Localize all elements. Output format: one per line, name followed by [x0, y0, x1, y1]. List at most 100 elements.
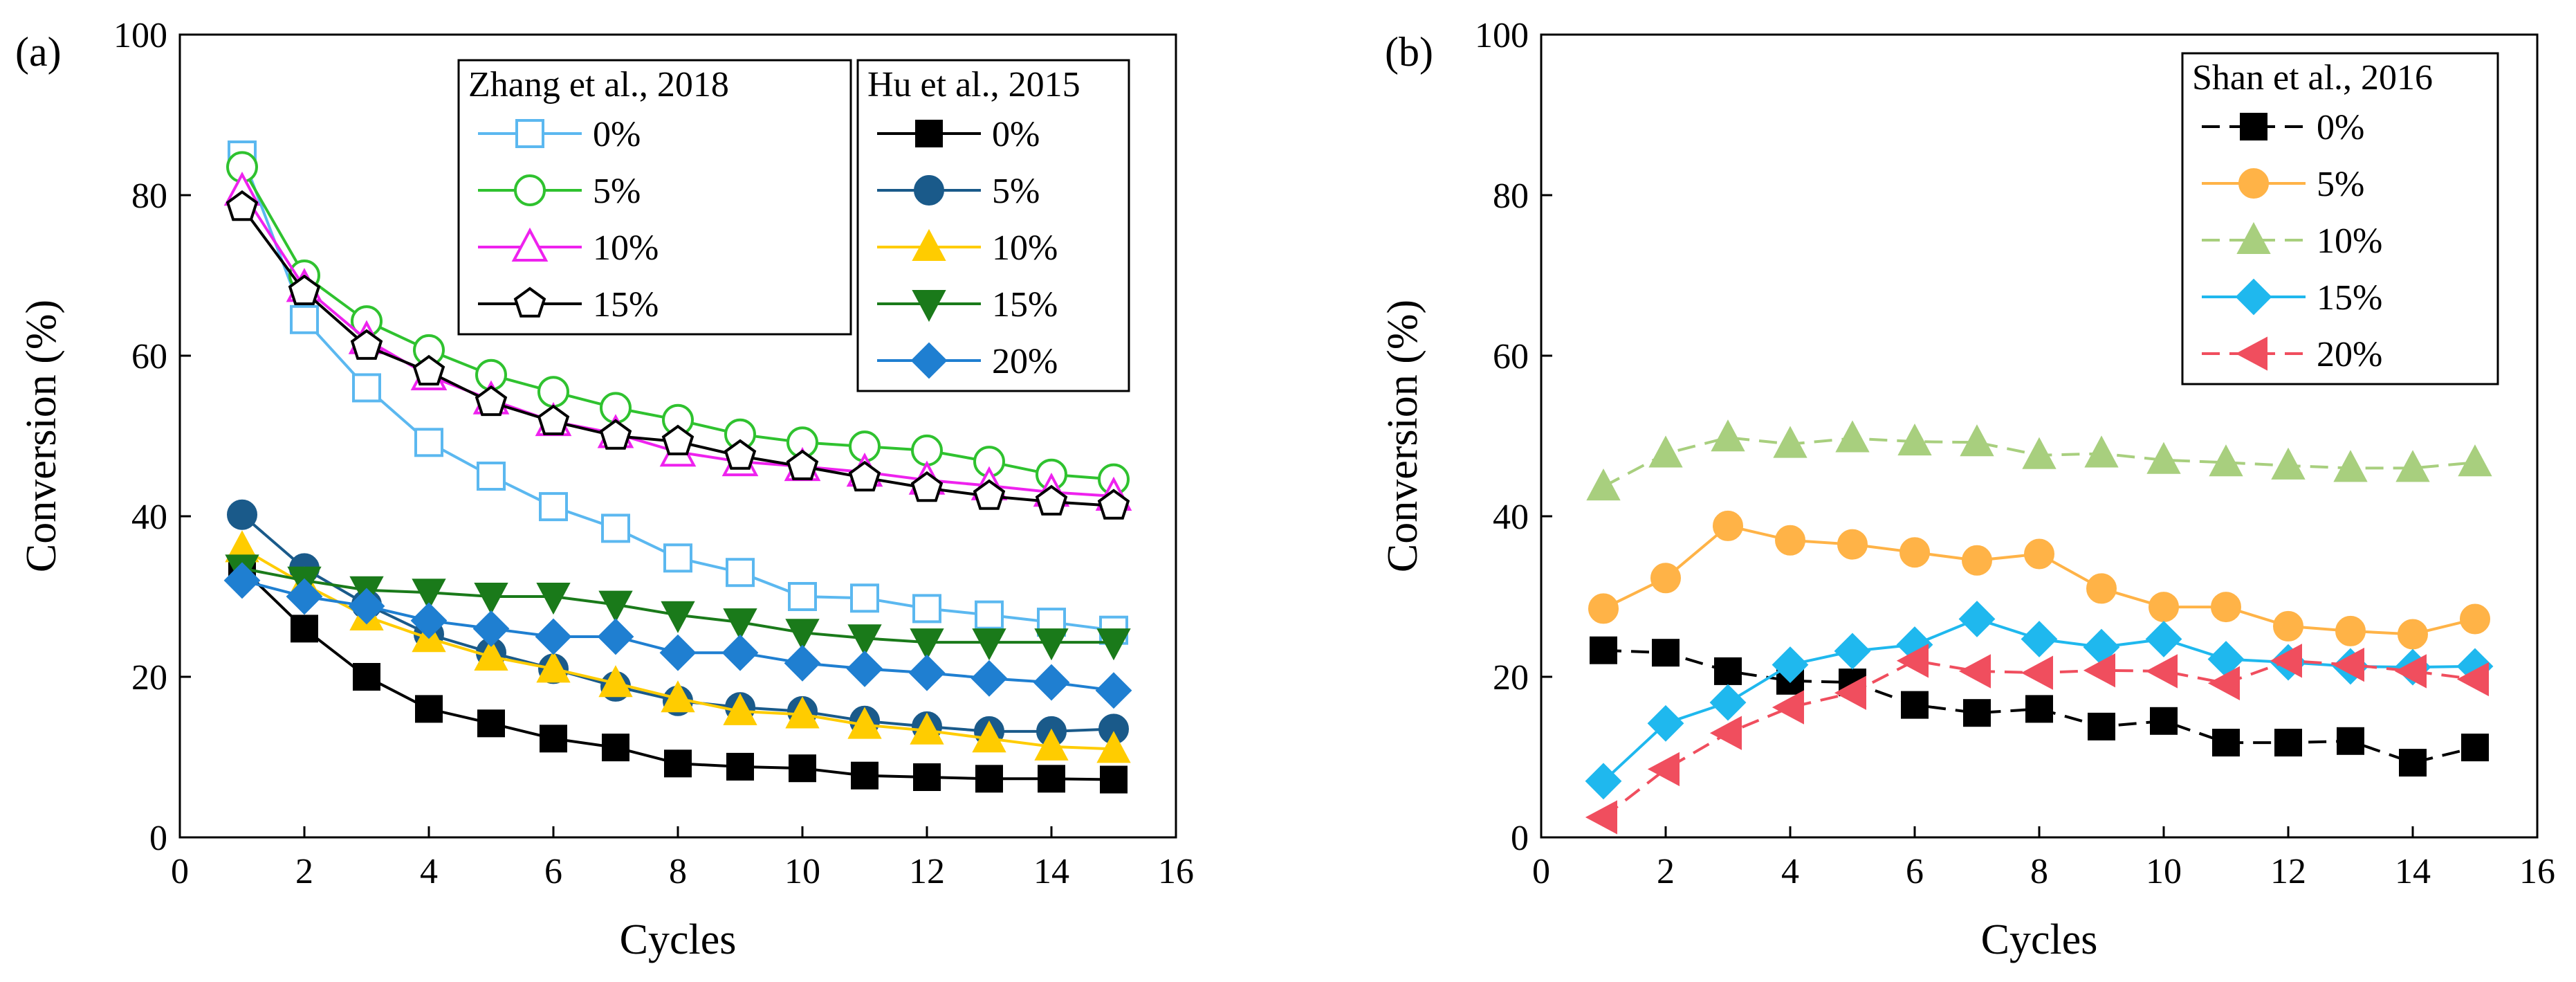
- panel-a-data-point-hu-et-al-2015-20: [784, 644, 821, 682]
- panel-b-data-point-shan-et-al-2016-5: [2211, 592, 2241, 623]
- panel-a-data-point-zhang-et-al-2018-0: [352, 373, 381, 403]
- panel-a-data-point-hu-et-al-2015-20: [721, 634, 759, 671]
- panel-b-y-tick-label: 60: [1493, 337, 1529, 376]
- panel-a-legend-label-10: 10%: [593, 228, 659, 268]
- panel-a-data-point-hu-et-al-2015-15: [723, 608, 757, 641]
- panel-b-data-point-shan-et-al-2016-5: [2086, 573, 2117, 604]
- panel-a-data-point-hu-et-al-2015-15: [847, 624, 882, 657]
- panel-a-data-point-zhang-et-al-2018-15: [724, 439, 757, 470]
- panel-b-data-point-shan-et-al-2016-10: [1586, 468, 1621, 501]
- panel-a-legend-swatch-marker: [514, 174, 546, 206]
- panel-b-data-point-shan-et-al-2016-15: [1585, 763, 1622, 800]
- panel-a-legend-swatch-marker: [910, 342, 948, 379]
- panel-b: (b) 0 2 4 6 8 10 12 14 16 0 20 40 60 80 100 Cycles Con…: [1379, 16, 2555, 963]
- panel-b-y-tick-label: 80: [1493, 176, 1529, 216]
- panel-a-data-point-hu-et-al-2015-20: [908, 654, 946, 691]
- panel-b-legend-swatch-marker: [2236, 221, 2271, 254]
- panel-a-legend-label-0: 0%: [593, 115, 641, 154]
- panel-a-x-tick-label: 6: [544, 852, 562, 891]
- panel-a-data-point-hu-et-al-2015-20: [410, 602, 448, 639]
- panel-a-data-point-hu-et-al-2015-10: [910, 712, 944, 745]
- panel-b-data-point-shan-et-al-2016-20: [1709, 716, 1742, 750]
- panel-b-data-point-shan-et-al-2016-5: [1713, 510, 1743, 541]
- panel-a-data-point-hu-et-al-2015-10: [474, 638, 508, 671]
- panel-b-legend-label-5: 5%: [2317, 165, 2364, 204]
- panel-a-data-point-hu-et-al-2015-20: [286, 578, 323, 615]
- panel-a-data-point-hu-et-al-2015-10: [723, 693, 757, 725]
- panel-b-data-point-shan-et-al-2016-10: [1711, 419, 1745, 452]
- panel-a-label: (a): [15, 29, 62, 75]
- panel-a-y-tick-label: 80: [131, 176, 167, 216]
- panel-b-label: (b): [1385, 29, 1433, 75]
- panel-a-data-point-zhang-et-al-2018-0: [414, 428, 443, 457]
- panel-a-data-point-hu-et-al-2015-10: [1096, 731, 1131, 763]
- panel-b-legend-swatch-marker: [2235, 278, 2272, 316]
- panel-b-legend-label-20: 20%: [2317, 335, 2382, 374]
- panel-b-data-point-shan-et-al-2016-5: [2398, 619, 2428, 650]
- panel-b-data-point-shan-et-al-2016-0: [1652, 639, 1680, 667]
- panel-a-data-point-hu-et-al-2015-15: [785, 619, 820, 651]
- panel-b-legends: Shan et al., 2016 0% 5% 10% 15% 20%: [2181, 52, 2499, 385]
- panel-a-x-tick-label: 2: [295, 852, 313, 891]
- panel-a-legend-label-15: 15%: [992, 285, 1058, 325]
- panel-b-data-point-shan-et-al-2016-10: [2209, 444, 2243, 477]
- panel-a-x-tick-label: 10: [784, 852, 820, 891]
- panel-a-legend-swatch-marker: [515, 119, 544, 148]
- panel-b-data-point-shan-et-al-2016-0: [2150, 707, 2178, 735]
- panel-a-data-point-hu-et-al-2015-20: [535, 618, 572, 655]
- panel-a-data-point-hu-et-al-2015-0: [726, 752, 754, 781]
- panel-b-y-axis-title: Conversion (%): [1379, 300, 1426, 572]
- panel-b-data-point-shan-et-al-2016-20: [1585, 800, 1617, 835]
- panel-a-legend-label-5: 5%: [593, 172, 641, 211]
- panel-a-x-tick-label: 4: [420, 852, 438, 891]
- panel-a-legend-swatch-marker: [511, 227, 549, 262]
- panel-a-x-tick-label: 14: [1033, 852, 1069, 891]
- panel-a-y-axis-title: Conversion (%): [18, 300, 65, 572]
- panel-b-data-point-shan-et-al-2016-15: [1772, 646, 1809, 684]
- panel-b-data-point-shan-et-al-2016-15: [1834, 633, 1871, 670]
- panel-a-data-point-hu-et-al-2015-20: [1095, 672, 1132, 709]
- panel-a-data-point-hu-et-al-2015-20: [223, 562, 261, 599]
- panel-b-data-point-shan-et-al-2016-20: [2145, 654, 2178, 689]
- panel-b-data-point-shan-et-al-2016-10: [2084, 435, 2119, 468]
- panel-a-x-axis-title: Cycles: [620, 916, 737, 963]
- panel-a-y-tick-label: 60: [131, 337, 167, 376]
- panel-b-data-point-shan-et-al-2016-10: [2333, 450, 2368, 482]
- panel-a-data-point-hu-et-al-2015-20: [472, 610, 510, 647]
- panel-b-y-tick-label: 40: [1493, 498, 1529, 537]
- panel-a-data-point-zhang-et-al-2018-15: [412, 354, 445, 386]
- panel-b-data-point-shan-et-al-2016-20: [2270, 644, 2302, 678]
- panel-a-data-point-zhang-et-al-2018-15: [910, 471, 944, 502]
- panel-b-x-tick-label: 10: [2146, 852, 2182, 891]
- panel-a-data-point-hu-et-al-2015-10: [1034, 728, 1069, 761]
- panel-a-data-point-hu-et-al-2015-15: [1034, 628, 1069, 661]
- panel-b-data-point-shan-et-al-2016-10: [1835, 420, 1870, 453]
- panel-b-data-point-shan-et-al-2016-5: [1962, 545, 1992, 576]
- panel-a-plot-frame: [178, 33, 1177, 839]
- panel-b-data-point-shan-et-al-2016-5: [2149, 592, 2179, 623]
- panel-b-legend-label-0: 0%: [2317, 108, 2364, 147]
- panel-a-legend-hu-et-al-2015: Hu et al., 2015 0% 5% 10% 15% 20%: [856, 59, 1130, 392]
- panel-b-data-point-shan-et-al-2016-10: [2022, 437, 2057, 469]
- panel-a-data-point-hu-et-al-2015-0: [913, 763, 941, 791]
- panel-b-data-point-shan-et-al-2016-10: [1960, 424, 1994, 457]
- panel-b-data-point-shan-et-al-2016-0: [2025, 695, 2053, 723]
- panel-b-data-point-shan-et-al-2016-20: [2456, 662, 2489, 697]
- panel-a-data-point-hu-et-al-2015-20: [348, 588, 385, 625]
- panel-b-data-point-shan-et-al-2016-20: [2394, 654, 2427, 689]
- panel-a-legend-label-10: 10%: [992, 228, 1058, 268]
- panel-a-y-tick-label: 40: [131, 498, 167, 537]
- panel-b-data-point-shan-et-al-2016-0: [1963, 699, 1991, 727]
- panel-b-legend-label-10: 10%: [2317, 221, 2382, 261]
- panel-a-data-point-hu-et-al-2015-0: [477, 709, 505, 738]
- panel-a-data-point-hu-et-al-2015-10: [972, 720, 1006, 753]
- panel-b-data-point-shan-et-al-2016-20: [2021, 655, 2053, 690]
- panel-a-data-point-zhang-et-al-2018-15: [599, 419, 632, 450]
- panel-b-data-point-shan-et-al-2016-20: [2083, 653, 2115, 688]
- panel-a-legend-swatch-marker: [915, 120, 943, 147]
- panel-b-data-point-shan-et-al-2016-5: [1775, 525, 1805, 556]
- panel-a-data-point-hu-et-al-2015-0: [415, 695, 443, 723]
- panel-b-x-tick-label: 6: [1906, 852, 1924, 891]
- panel-b-data-point-shan-et-al-2016-10: [1773, 426, 1807, 458]
